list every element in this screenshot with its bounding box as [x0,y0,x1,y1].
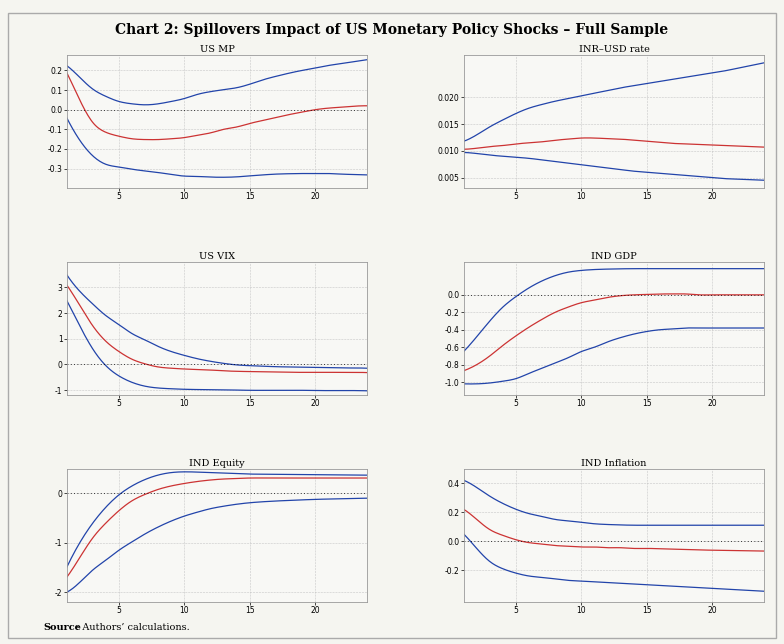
Text: : Authors’ calculations.: : Authors’ calculations. [76,623,190,632]
Text: Source: Source [43,623,81,632]
Title: IND GDP: IND GDP [591,252,637,261]
Text: Chart 2: Spillovers Impact of US Monetary Policy Shocks – Full Sample: Chart 2: Spillovers Impact of US Monetar… [115,23,669,37]
Title: IND Inflation: IND Inflation [581,459,647,468]
Title: IND Equity: IND Equity [189,459,245,468]
Title: INR–USD rate: INR–USD rate [579,45,649,54]
Title: US MP: US MP [200,45,234,54]
Title: US VIX: US VIX [199,252,235,261]
